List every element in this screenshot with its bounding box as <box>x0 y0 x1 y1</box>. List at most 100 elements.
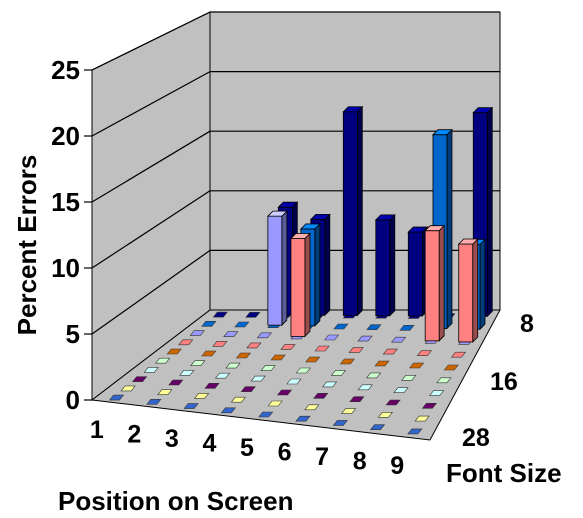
floor-marker <box>382 348 398 355</box>
floor-marker <box>267 400 283 407</box>
floor-marker <box>323 334 340 341</box>
floor-marker <box>193 393 210 399</box>
floor-marker <box>333 323 349 330</box>
floor-marker <box>250 375 266 382</box>
floor-marker <box>212 311 228 318</box>
floor-marker <box>166 348 182 355</box>
floor-marker <box>276 389 293 396</box>
floor-marker <box>258 411 274 418</box>
floor-marker <box>340 408 357 414</box>
side-gridline <box>91 130 211 203</box>
x-tick-label: 3 <box>165 425 179 453</box>
x-tick-label: 1 <box>90 416 104 444</box>
floor-marker <box>374 360 390 367</box>
floor-marker <box>443 364 459 371</box>
floor-marker <box>393 387 409 393</box>
floor-marker <box>189 330 205 336</box>
side-gridline <box>91 11 211 71</box>
floor-marker <box>179 370 195 376</box>
floor-marker <box>313 393 329 399</box>
floor-marker <box>369 424 386 430</box>
y-axis-label: Percent Errors <box>12 155 42 336</box>
floor-marker <box>280 344 296 350</box>
y-tick-label: 10 <box>51 253 80 283</box>
floor-marker <box>146 399 162 405</box>
floor-marker <box>330 370 347 376</box>
floor-marker <box>234 321 250 328</box>
floor-marker <box>304 404 320 411</box>
floor-marker <box>450 351 467 358</box>
floor-marker <box>295 367 311 374</box>
floor-marker <box>377 412 393 418</box>
side-gridline <box>91 190 211 269</box>
floor-marker <box>357 384 373 391</box>
bar-5-row-0 <box>342 105 364 317</box>
floor-marker <box>245 312 261 318</box>
floor-marker <box>240 386 256 392</box>
x-tick-label: 9 <box>390 452 404 480</box>
z-tick-label: 8 <box>520 310 534 338</box>
floor-marker <box>321 381 338 388</box>
x-tick-label: 6 <box>278 438 292 466</box>
side-gridline <box>91 249 211 335</box>
floor-marker <box>349 396 365 402</box>
floor-marker <box>401 375 417 381</box>
floor-marker <box>399 325 415 331</box>
bar-6-row-0 <box>374 213 396 317</box>
floor-marker <box>348 347 364 353</box>
floor-marker <box>120 385 136 392</box>
floor-marker <box>256 332 273 339</box>
floor-marker <box>143 367 159 373</box>
floor-marker <box>214 372 231 379</box>
y-tick-labels: 0 5 10 15 20 25 <box>51 55 80 415</box>
floor-marker <box>339 358 355 365</box>
floor-marker <box>429 390 445 396</box>
x-tick-label: 5 <box>240 434 254 462</box>
floor-marker <box>168 379 184 386</box>
floor-marker <box>190 360 206 366</box>
floor-marker <box>212 341 228 347</box>
floor-marker <box>436 377 452 384</box>
y-tick-label: 15 <box>51 187 80 217</box>
floor-marker <box>408 362 425 369</box>
y-tick-label: 20 <box>51 121 80 151</box>
floor-marker <box>155 357 171 364</box>
floor-marker <box>332 420 348 426</box>
floor-marker <box>365 372 382 379</box>
floor-marker <box>421 403 438 409</box>
floor-marker <box>235 352 252 359</box>
floor-marker <box>201 321 217 327</box>
bar-8-row-2 <box>424 224 446 342</box>
floor-marker <box>204 383 220 389</box>
floor-marker <box>357 335 373 342</box>
bar-7-row-0 <box>407 226 429 317</box>
floor-marker <box>225 362 241 369</box>
x-tick-label: 2 <box>127 421 141 449</box>
floor-marker <box>178 339 194 346</box>
x-tick-label: 7 <box>315 443 329 471</box>
z-tick-label: 28 <box>462 424 490 452</box>
z-tick-label: 16 <box>490 368 518 396</box>
floor-marker <box>314 345 330 352</box>
floor-marker <box>230 396 246 403</box>
floor-marker <box>183 403 199 409</box>
bar-3-row-1 <box>266 210 288 327</box>
floor-marker <box>414 415 430 422</box>
bars <box>266 105 494 343</box>
floor-marker <box>260 365 276 371</box>
z-axis-label: Font Size <box>446 458 562 488</box>
floor-marker <box>108 394 125 401</box>
floor-marker <box>390 336 407 343</box>
floor-marker <box>295 415 311 422</box>
floor-marker <box>131 376 148 382</box>
y-tick-label: 0 <box>66 385 80 415</box>
x-tick-label: 8 <box>353 447 367 475</box>
floor-marker <box>220 407 237 414</box>
x-tick-label: 4 <box>202 430 216 458</box>
floor-marker <box>157 389 173 395</box>
floor-marker <box>305 356 321 363</box>
floor-marker <box>385 399 401 406</box>
